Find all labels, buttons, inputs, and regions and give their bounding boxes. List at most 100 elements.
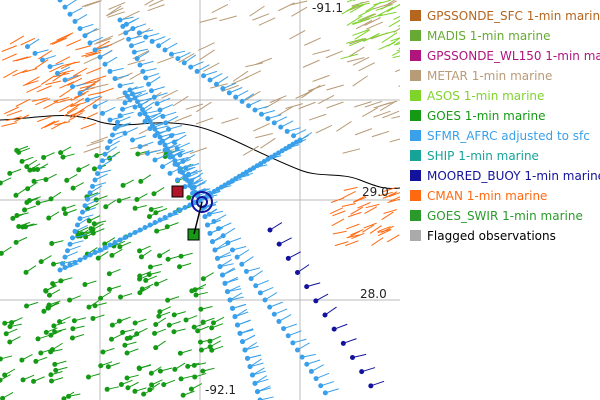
obs-dot [225, 240, 231, 246]
obs-dot [35, 336, 41, 342]
legend-label: SFMR_AFRC adjusted to sfc [427, 129, 590, 143]
obs-dot [100, 110, 105, 116]
wind-barb [354, 29, 371, 40]
wind-barb [342, 190, 356, 199]
obs-dot [230, 305, 235, 311]
wind-barb [68, 112, 83, 121]
wind-barb [85, 51, 101, 58]
wind-barb [395, 69, 400, 73]
wind-barb [377, 228, 392, 233]
wind-barb [346, 15, 363, 26]
obs-dot [82, 33, 88, 39]
wind-barb [349, 3, 366, 14]
obs-dot [178, 253, 184, 259]
obs-dot [161, 382, 167, 388]
obs-dot [127, 87, 133, 93]
wind-barb [245, 62, 264, 68]
wind-barb [12, 69, 28, 77]
wind-barb [157, 56, 175, 64]
legend-label: GPSSONDE_SFC 1-min marine [427, 9, 600, 23]
obs-dot [200, 276, 206, 282]
obs-dot [192, 374, 198, 380]
wind-barb [69, 109, 86, 117]
wind-barb [37, 115, 53, 123]
obs-dot [120, 182, 126, 188]
legend-label: CMAN 1-min marine [427, 189, 547, 203]
obs-dot [262, 297, 268, 303]
obs-dot [106, 271, 112, 277]
obs-dot [175, 162, 180, 168]
obs-dot [123, 21, 129, 27]
obs-dot [322, 312, 328, 318]
wind-barb [373, 0, 391, 6]
obs-dot [167, 170, 173, 176]
wind-barb [392, 55, 400, 59]
grid-label: -91.1 [312, 1, 343, 15]
wind-barb [49, 64, 65, 73]
wind-barb [1, 45, 17, 52]
wind-barb [84, 0, 102, 7]
wind-barb [298, 101, 316, 110]
wind-barb [379, 100, 398, 107]
wind-barb [1, 53, 17, 61]
obs-dot [162, 142, 168, 148]
obs-dot [207, 77, 213, 83]
obs-dot [52, 329, 58, 335]
legend-label: SHIP 1-min marine [427, 149, 539, 163]
wind-barb [332, 230, 347, 235]
obs-dot [49, 240, 55, 246]
obs-dot [177, 264, 183, 270]
obs-dot [271, 311, 277, 317]
obs-dot [165, 297, 171, 303]
obs-dot [220, 272, 225, 278]
legend-background [400, 0, 600, 400]
wind-barb [377, 226, 391, 233]
obs-dot [258, 111, 264, 117]
wind-barb [343, 186, 358, 191]
obs-dot [67, 297, 73, 303]
wind-barb [369, 225, 382, 234]
obs-dot [45, 305, 51, 311]
obs-dot [131, 49, 137, 55]
obs-dot [32, 50, 38, 56]
legend-swatch [410, 70, 421, 81]
obs-dot [142, 111, 148, 117]
wind-barb [334, 241, 349, 247]
wind-barb [396, 49, 400, 52]
obs-dot [150, 122, 155, 128]
wind-barb [289, 30, 306, 40]
wind-barb [341, 203, 356, 207]
wind-barb [289, 0, 308, 6]
obs-dot [154, 281, 160, 287]
wind-barb [326, 101, 344, 109]
obs-dot [10, 215, 16, 221]
wind-barb [325, 50, 343, 59]
obs-dot [148, 207, 154, 213]
obs-dot [250, 372, 255, 378]
wind-barb [75, 45, 91, 51]
obs-dot [210, 239, 215, 245]
legend-swatch [410, 50, 421, 61]
obs-dot [69, 335, 75, 341]
wind-barb [231, 76, 249, 85]
obs-dot [100, 158, 105, 164]
obs-dot [239, 261, 245, 267]
wind-barb [210, 83, 228, 89]
wind-barb [34, 59, 49, 69]
wind-barb [56, 98, 73, 104]
wind-barb [195, 101, 212, 113]
obs-dot [213, 81, 219, 87]
obs-dot [160, 164, 165, 170]
wind-barb [377, 229, 391, 237]
obs-dot [16, 224, 22, 230]
obs-dot [180, 170, 185, 175]
obs-dot [25, 44, 30, 50]
wind-barb [58, 103, 74, 112]
wind-barb [211, 3, 229, 14]
wind-barb [79, 84, 96, 89]
wind-barb [386, 234, 400, 243]
obs-dot [201, 73, 207, 79]
wind-barb [6, 109, 23, 117]
obs-dot [152, 157, 158, 163]
